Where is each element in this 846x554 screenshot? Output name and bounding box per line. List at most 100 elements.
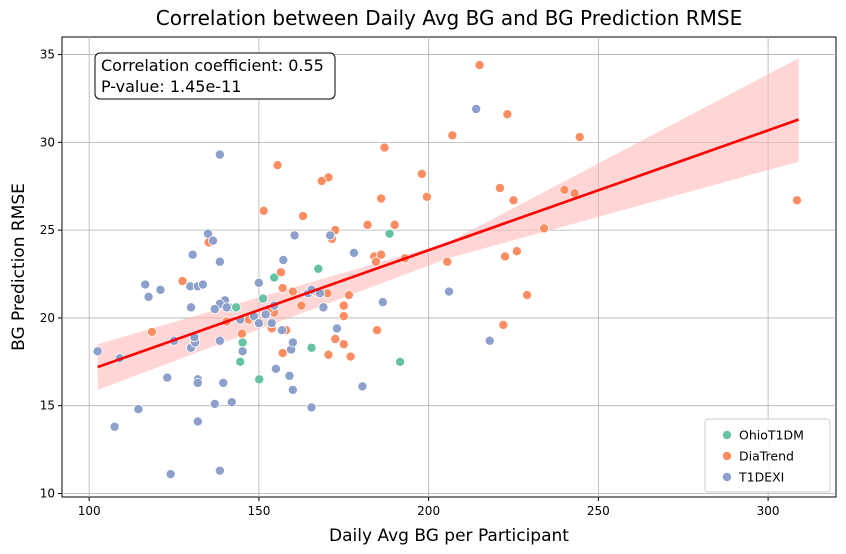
point-t1dexi [192, 377, 203, 388]
legend-frame [704, 418, 831, 493]
point-diatrend [330, 333, 341, 344]
chart-title: Correlation between Daily Avg BG and BG … [156, 6, 742, 30]
point-t1dexi [192, 416, 203, 427]
point-t1dexi [226, 397, 237, 408]
point-diatrend [539, 223, 550, 234]
point-diatrend [376, 193, 387, 204]
point-diatrend [511, 246, 522, 257]
point-t1dexi [276, 325, 287, 336]
point-t1dexi [443, 286, 454, 297]
point-diatrend [447, 130, 458, 141]
point-t1dexi [306, 402, 317, 413]
point-t1dexi [318, 302, 329, 313]
point-ohiot1dm [306, 342, 317, 353]
point-t1dexi [214, 465, 225, 476]
y-tick-label: 15 [40, 399, 55, 413]
point-diatrend [236, 328, 247, 339]
point-t1dexi [155, 284, 166, 295]
point-t1dexi [221, 302, 232, 313]
y-tick-label: 10 [40, 486, 55, 500]
confidence-band [97, 58, 799, 390]
point-t1dexi [209, 304, 220, 315]
x-tick-label: 250 [587, 504, 610, 518]
point-diatrend [316, 175, 327, 186]
point-t1dexi [187, 249, 198, 260]
point-diatrend [362, 219, 373, 230]
point-t1dexi [253, 318, 264, 329]
x-tick-label: 200 [417, 504, 440, 518]
point-t1dexi [133, 404, 144, 415]
x-axis-label: Daily Avg BG per Participant [329, 526, 569, 546]
point-t1dexi [143, 291, 154, 302]
point-t1dexi [165, 469, 176, 480]
y-ticks: 10 15 20 25 30 35 [40, 48, 62, 500]
legend-marker-ohiot1dm [722, 429, 733, 440]
point-t1dexi [289, 230, 300, 241]
legend-label-ohiot1dm: OhioT1DM [739, 428, 804, 443]
point-diatrend [389, 219, 400, 230]
legend-marker-t1dexi [722, 471, 733, 482]
point-t1dexi [253, 277, 264, 288]
point-t1dexi [471, 103, 482, 114]
point-t1dexi [484, 335, 495, 346]
point-diatrend [343, 290, 354, 301]
point-diatrend [338, 311, 349, 322]
point-ohiot1dm [254, 374, 265, 385]
point-diatrend [442, 256, 453, 267]
legend: OhioT1DM DiaTrend T1DEXI [704, 418, 831, 493]
point-t1dexi [162, 372, 173, 383]
point-diatrend [474, 60, 485, 71]
point-t1dexi [208, 235, 219, 246]
point-t1dexi [284, 370, 295, 381]
point-t1dexi [237, 346, 248, 357]
legend-label-t1dexi: T1DEXI [738, 470, 784, 485]
point-ohiot1dm [269, 272, 280, 283]
y-tick-label: 25 [40, 223, 55, 237]
point-t1dexi [348, 247, 359, 258]
point-diatrend [371, 256, 382, 267]
point-diatrend [338, 300, 349, 311]
point-t1dexi [214, 256, 225, 267]
point-diatrend [559, 184, 570, 195]
regression-line-path [97, 118, 800, 369]
point-diatrend [277, 283, 288, 294]
point-diatrend [379, 142, 390, 153]
point-diatrend [502, 109, 513, 120]
confidence-band-area [97, 58, 799, 390]
point-t1dexi [218, 377, 229, 388]
point-t1dexi [287, 384, 298, 395]
plot-frame [61, 36, 837, 498]
point-diatrend [574, 132, 585, 143]
point-t1dexi [92, 346, 103, 357]
annotation-pvalue: P-value: 1.45e-11 [101, 77, 241, 96]
point-diatrend [372, 325, 383, 336]
point-diatrend [338, 339, 349, 350]
point-diatrend [272, 160, 283, 171]
point-diatrend [500, 251, 511, 262]
point-diatrend [345, 351, 356, 362]
point-diatrend [791, 195, 802, 206]
point-t1dexi [260, 309, 271, 320]
point-t1dexi [202, 228, 213, 239]
point-diatrend [298, 211, 309, 222]
point-t1dexi [331, 323, 342, 334]
point-ohiot1dm [237, 337, 248, 348]
point-t1dexi [185, 302, 196, 313]
y-tick-label: 35 [40, 48, 55, 62]
point-ohiot1dm [313, 263, 324, 274]
y-tick-label: 20 [40, 311, 55, 325]
point-t1dexi [109, 421, 120, 432]
point-diatrend [508, 195, 519, 206]
point-diatrend [416, 168, 427, 179]
point-ohiot1dm [231, 302, 242, 313]
point-ohiot1dm [395, 356, 406, 367]
legend-label-diatrend: DiaTrend [739, 449, 794, 464]
annotation-box: Correlation coefficient: 0.55 P-value: 1… [94, 52, 336, 100]
point-diatrend [421, 191, 432, 202]
point-t1dexi [287, 337, 298, 348]
point-diatrend [376, 249, 387, 260]
y-axis-label: BG Prediction RMSE [9, 183, 29, 351]
point-t1dexi [278, 254, 289, 265]
point-diatrend [522, 290, 533, 301]
